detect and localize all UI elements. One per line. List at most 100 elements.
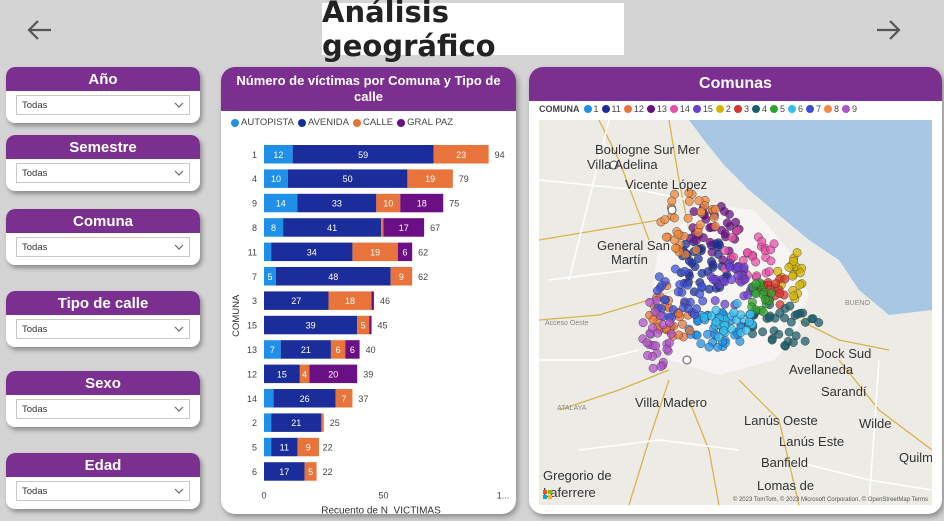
bar-segment[interactable]	[264, 389, 274, 408]
incident-point[interactable]	[662, 344, 672, 354]
incident-point[interactable]	[694, 196, 704, 206]
tipo-calle-dropdown[interactable]: Todas	[16, 319, 190, 339]
bar-segment[interactable]	[381, 218, 384, 237]
incident-point[interactable]	[660, 215, 670, 225]
map-legend-item[interactable]: 2	[715, 104, 731, 114]
incident-point[interactable]	[648, 315, 658, 325]
bar-segment[interactable]	[264, 462, 305, 481]
bar-segment[interactable]	[345, 340, 360, 359]
incident-point[interactable]	[751, 257, 761, 267]
bar-segment[interactable]	[287, 169, 408, 188]
incident-point[interactable]	[775, 308, 785, 318]
bar-segment[interactable]	[352, 242, 398, 262]
incident-point[interactable]	[784, 262, 794, 272]
incident-point[interactable]	[704, 342, 714, 352]
incident-point[interactable]	[746, 309, 755, 319]
incident-point[interactable]	[696, 339, 706, 349]
incident-point[interactable]	[719, 326, 729, 336]
bar-segment[interactable]	[433, 145, 489, 164]
incident-point[interactable]	[710, 221, 720, 231]
incident-point[interactable]	[650, 307, 660, 317]
incident-point[interactable]	[695, 220, 705, 230]
incident-point[interactable]	[668, 305, 678, 314]
bar-segment[interactable]	[328, 291, 372, 310]
incident-point[interactable]	[667, 196, 677, 206]
bar-segment[interactable]	[264, 193, 298, 213]
incident-point[interactable]	[769, 239, 779, 249]
legend-item[interactable]: CALLE	[352, 117, 393, 128]
bar-segment[interactable]	[297, 437, 319, 457]
incident-point[interactable]	[720, 299, 730, 309]
incident-point[interactable]	[792, 248, 802, 258]
incident-point[interactable]	[683, 213, 693, 223]
bar-segment[interactable]	[357, 315, 370, 335]
incident-point[interactable]	[764, 267, 774, 277]
map-legend-item[interactable]: 8	[824, 104, 839, 114]
bar-segment[interactable]	[304, 462, 317, 481]
incident-point[interactable]	[711, 204, 720, 214]
incident-point[interactable]	[773, 266, 783, 276]
bar-segment[interactable]	[309, 364, 358, 384]
incident-point[interactable]	[711, 317, 721, 327]
bar-segment[interactable]	[264, 218, 284, 237]
incident-point[interactable]	[801, 317, 810, 327]
incident-point[interactable]	[648, 323, 657, 333]
incident-point[interactable]	[760, 294, 770, 304]
incident-point[interactable]	[758, 327, 768, 337]
incident-point[interactable]	[764, 313, 774, 323]
incident-point[interactable]	[780, 274, 790, 284]
incident-point[interactable]	[751, 279, 761, 289]
incident-point[interactable]	[780, 341, 790, 350]
incident-point[interactable]	[758, 307, 768, 317]
incident-point[interactable]	[767, 335, 777, 345]
bar-segment[interactable]	[369, 315, 372, 335]
incident-point[interactable]	[653, 328, 663, 338]
incident-point[interactable]	[661, 232, 671, 242]
incident-point[interactable]	[670, 213, 679, 223]
semestre-dropdown[interactable]: Todas	[16, 163, 190, 183]
incident-point[interactable]	[645, 297, 655, 307]
map-legend-item[interactable]: 12	[623, 104, 644, 114]
bar-segment[interactable]	[264, 413, 272, 432]
bar-segment[interactable]	[271, 242, 353, 262]
bar-segment[interactable]	[264, 169, 288, 188]
incident-point[interactable]	[707, 311, 716, 321]
map-canvas[interactable]	[539, 120, 932, 505]
incident-point[interactable]	[675, 280, 685, 290]
incident-point[interactable]	[705, 237, 715, 247]
bar-segment[interactable]	[371, 291, 374, 310]
bar-segment[interactable]	[264, 340, 281, 359]
incident-point[interactable]	[751, 289, 761, 299]
incident-point[interactable]	[771, 279, 781, 289]
legend-item[interactable]: GRAL PAZ	[397, 117, 453, 128]
incident-point[interactable]	[732, 299, 742, 308]
incident-point[interactable]	[733, 262, 743, 272]
incident-point[interactable]	[732, 226, 742, 236]
incident-point[interactable]	[792, 309, 802, 319]
bar-segment[interactable]	[264, 242, 272, 262]
incident-point[interactable]	[709, 213, 719, 222]
incident-point[interactable]	[687, 258, 697, 268]
incident-point[interactable]	[742, 325, 751, 335]
bar-segment[interactable]	[283, 218, 382, 237]
incident-point[interactable]	[791, 331, 801, 341]
bar-segment[interactable]	[297, 193, 377, 213]
incident-point[interactable]	[774, 329, 784, 339]
incident-point[interactable]	[757, 237, 767, 246]
legend-item[interactable]: AUTOPISTA	[231, 117, 294, 128]
bar-segment[interactable]	[330, 340, 346, 359]
bar-segment[interactable]	[264, 315, 358, 335]
incident-point[interactable]	[785, 301, 795, 311]
incident-point[interactable]	[704, 284, 714, 294]
incident-point[interactable]	[800, 336, 810, 346]
incident-point[interactable]	[729, 252, 738, 262]
incident-point[interactable]	[654, 272, 664, 282]
incident-point[interactable]	[642, 338, 652, 348]
incident-point[interactable]	[643, 351, 652, 360]
bar-segment[interactable]	[400, 193, 444, 213]
back-button[interactable]	[22, 12, 58, 48]
map-legend-item[interactable]: 9	[842, 104, 857, 114]
bar-segment[interactable]	[280, 340, 331, 359]
incident-point[interactable]	[691, 245, 701, 255]
